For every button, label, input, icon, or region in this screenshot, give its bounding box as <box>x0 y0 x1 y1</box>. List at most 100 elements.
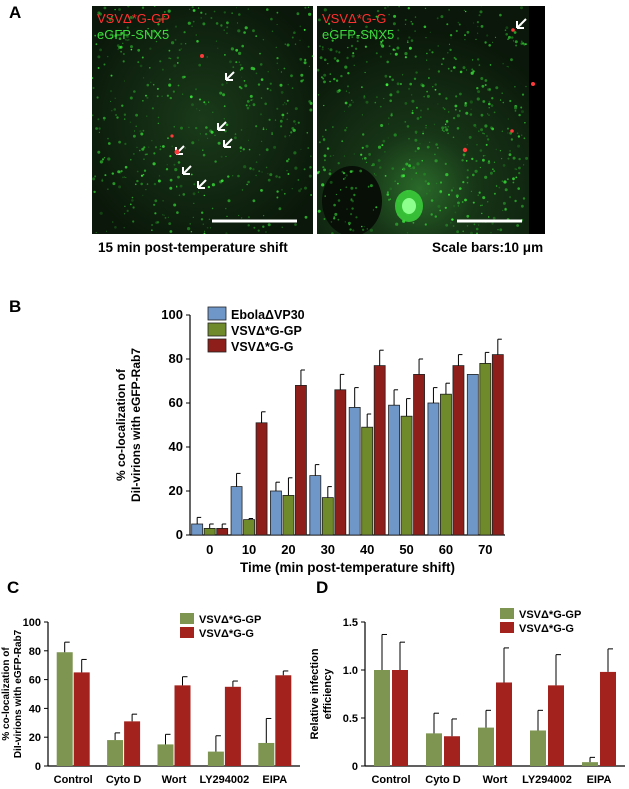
x-tick-label: Wort <box>483 774 508 786</box>
x-tick-label: 20 <box>281 542 295 557</box>
y-tick-label: 60 <box>169 395 183 410</box>
y-tick-label: 40 <box>29 703 41 715</box>
panel-letter-b: B <box>9 297 22 316</box>
y-tick-label: 40 <box>169 439 183 454</box>
legend-swatch <box>207 338 227 353</box>
bar <box>73 672 90 766</box>
bar <box>452 365 465 536</box>
x-tick-label: 50 <box>399 542 413 557</box>
y-tick-label: 80 <box>169 351 183 366</box>
y-axis-label: efficiency <box>322 668 334 720</box>
x-tick-label: 70 <box>478 542 492 557</box>
y-axis-label: DiI-virions with eGFP-Rab7 <box>13 629 24 758</box>
arrow-icon <box>175 71 235 189</box>
legend-swatch <box>180 613 194 624</box>
caption-scale: Scale bars:10 μm <box>432 240 544 255</box>
label-vsv-g: VSVΔ*G-G <box>322 11 387 26</box>
panel-letter-c: C <box>7 578 20 597</box>
bar <box>230 486 243 536</box>
chart-b: 0 20 40 60 80 100 0 10 20 30 40 50 60 70 % co-localiza… <box>114 306 505 575</box>
bar <box>107 740 124 766</box>
x-axis-label: Time (min post-temperature shift) <box>240 560 455 575</box>
bar <box>243 519 255 536</box>
micrograph-texture <box>317 6 545 234</box>
x-tick-label: EIPA <box>587 774 612 786</box>
x-tick-label: Cyto D <box>106 774 142 786</box>
legend-label: VSVΔ*G-G <box>519 623 574 635</box>
x-tick-label: Wort <box>162 774 187 786</box>
bar <box>444 736 460 766</box>
y-tick-label: 1.5 <box>343 617 358 629</box>
y-tick-label: 80 <box>29 646 41 658</box>
bar <box>426 733 442 766</box>
x-tick-label: LY294002 <box>200 774 250 786</box>
bar <box>373 365 386 536</box>
micrograph-vsv-g: VSVΔ*G-G eGFP-SNX5 <box>317 6 545 234</box>
bar <box>191 523 204 536</box>
legend-label: VSVΔ*G-G <box>231 340 293 354</box>
x-tick-label: Control <box>371 774 410 786</box>
bar <box>413 374 425 536</box>
y-axis-label: % co-localization of <box>1 647 12 741</box>
legend-label: VSVΔ*G-GP <box>519 609 581 621</box>
legend-swatch <box>500 622 514 633</box>
y-tick-label: 0.5 <box>343 713 358 725</box>
label-egfp-snx5-left: eGFP-SNX5 <box>97 27 170 42</box>
bar <box>224 686 241 766</box>
bar <box>321 497 334 536</box>
bar <box>270 490 282 536</box>
bar <box>258 742 275 766</box>
x-tick-label: 10 <box>242 542 256 557</box>
arrow-icon <box>516 18 527 29</box>
legend-label: VSVΔ*G-GP <box>199 614 261 626</box>
bar <box>348 407 361 536</box>
chart-d: 0 0.5 1.0 1.5 Control Cyto D Wort LY294002 EIPA R… <box>310 608 625 786</box>
caption-time: 15 min post-temperature shift <box>98 240 288 255</box>
bar <box>400 415 413 536</box>
panel-letter-a: A <box>9 3 22 22</box>
y-axis-label: % co-localization of <box>114 368 128 481</box>
bar <box>491 354 504 536</box>
legend-swatch <box>180 627 194 638</box>
panel-letter-d: D <box>316 578 329 597</box>
bar <box>392 670 408 766</box>
bar <box>427 402 440 536</box>
bar <box>334 389 347 536</box>
x-tick-label: 40 <box>360 542 374 557</box>
y-axis-label: Relative infection <box>310 648 321 739</box>
x-tick-label: 30 <box>321 542 335 557</box>
micrograph-texture <box>92 6 313 234</box>
bar <box>282 494 295 536</box>
bar <box>440 393 452 536</box>
y-tick-label: 0 <box>35 761 41 773</box>
bar <box>157 744 174 766</box>
bar <box>478 727 494 766</box>
x-tick-label: EIPA <box>262 774 287 786</box>
y-axis-label: DiI-virions with eGFP-Rab7 <box>129 348 143 502</box>
legend-label: EbolaΔVP30 <box>231 308 305 322</box>
micrograph-vsv-gp: VSVΔ*G-GP eGFP-SNX5 <box>92 6 313 234</box>
label-egfp-snx5-right: eGFP-SNX5 <box>322 27 395 42</box>
bar <box>56 652 73 766</box>
y-tick-label: 20 <box>29 732 41 744</box>
y-tick-label: 100 <box>161 307 183 322</box>
y-tick-label: 0 <box>352 761 358 773</box>
label-vsv-gp: VSVΔ*G-GP <box>97 11 170 26</box>
bar <box>582 762 598 766</box>
bar <box>479 363 492 536</box>
legend-swatch <box>207 306 227 321</box>
bar <box>374 670 390 766</box>
y-tick-label: 100 <box>23 617 41 629</box>
bar <box>203 527 216 536</box>
y-tick-label: 60 <box>29 675 41 687</box>
bar <box>124 721 141 766</box>
legend-label: VSVΔ*G-GP <box>231 324 302 338</box>
bar <box>174 685 191 766</box>
bar <box>207 751 224 766</box>
legend-swatch <box>500 608 514 619</box>
x-tick-label: LY294002 <box>522 774 572 786</box>
bar <box>216 527 229 536</box>
bar <box>309 475 322 536</box>
bar <box>548 685 564 766</box>
x-tick-label: 60 <box>439 542 453 557</box>
